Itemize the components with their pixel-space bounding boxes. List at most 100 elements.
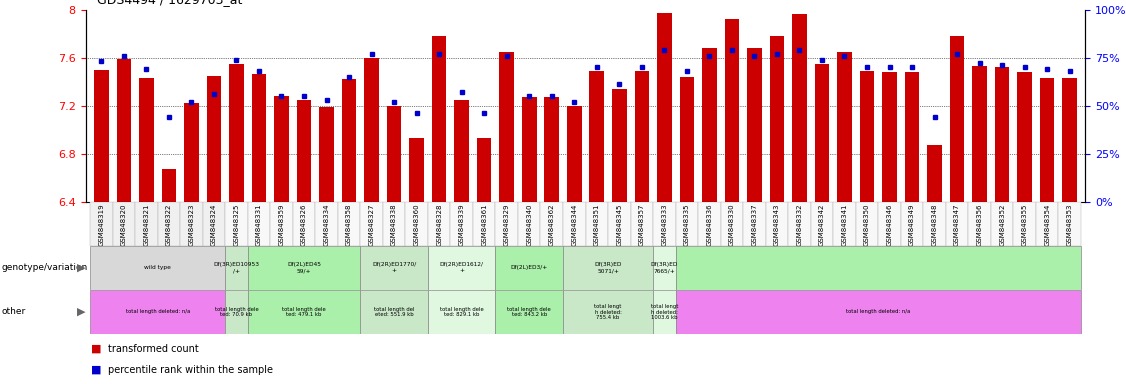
Text: total length deleted: n/a: total length deleted: n/a: [846, 310, 911, 314]
Bar: [721, 202, 743, 246]
Bar: [608, 202, 631, 246]
Bar: [904, 72, 919, 202]
Bar: [428, 246, 495, 290]
Bar: [225, 202, 248, 246]
Bar: [274, 96, 288, 202]
Bar: [540, 202, 563, 246]
Text: GSM848334: GSM848334: [323, 204, 330, 246]
Bar: [811, 202, 833, 246]
Text: Df(2L)ED3/+: Df(2L)ED3/+: [510, 265, 548, 270]
Bar: [138, 78, 153, 202]
Bar: [184, 103, 198, 202]
Bar: [837, 51, 851, 202]
Bar: [946, 202, 968, 246]
Bar: [251, 74, 266, 202]
Bar: [1036, 202, 1058, 246]
Text: GSM848321: GSM848321: [143, 204, 150, 246]
Text: Df(3R)ED
5071/+: Df(3R)ED 5071/+: [595, 262, 622, 273]
Text: Df(3R)ED
7665/+: Df(3R)ED 7665/+: [651, 262, 678, 273]
Bar: [248, 290, 360, 334]
Bar: [476, 138, 491, 202]
Bar: [1058, 202, 1081, 246]
Bar: [360, 202, 383, 246]
Text: Df(2R)ED1612/
+: Df(2R)ED1612/ +: [439, 262, 484, 273]
Bar: [878, 202, 901, 246]
Bar: [405, 202, 428, 246]
Text: GSM848352: GSM848352: [999, 204, 1006, 246]
Bar: [338, 202, 360, 246]
Bar: [158, 202, 180, 246]
Bar: [634, 71, 649, 202]
Bar: [994, 67, 1009, 202]
Bar: [248, 202, 270, 246]
Bar: [409, 138, 423, 202]
Bar: [833, 202, 856, 246]
Bar: [135, 202, 158, 246]
Bar: [341, 79, 356, 202]
Text: GSM848351: GSM848351: [593, 204, 600, 246]
Bar: [968, 202, 991, 246]
Bar: [364, 58, 378, 202]
Text: percentile rank within the sample: percentile rank within the sample: [108, 365, 274, 375]
Bar: [386, 106, 401, 202]
Bar: [743, 202, 766, 246]
Text: GSM848359: GSM848359: [278, 204, 285, 246]
Bar: [93, 70, 108, 202]
Bar: [428, 202, 450, 246]
Bar: [679, 77, 694, 202]
Bar: [473, 202, 495, 246]
Text: transformed count: transformed count: [108, 344, 199, 354]
Text: GSM848323: GSM848323: [188, 204, 195, 246]
Bar: [653, 246, 676, 290]
Bar: [814, 64, 829, 202]
Text: ■: ■: [91, 365, 101, 375]
Text: GSM848332: GSM848332: [796, 204, 803, 246]
Text: GSM848357: GSM848357: [638, 204, 645, 246]
Bar: [676, 246, 1081, 290]
Text: GSM848343: GSM848343: [774, 204, 780, 246]
Text: total length dele
ted: 70.9 kb: total length dele ted: 70.9 kb: [215, 306, 258, 318]
Text: GSM848346: GSM848346: [886, 204, 893, 246]
Bar: [923, 202, 946, 246]
Bar: [113, 202, 135, 246]
Bar: [792, 15, 806, 202]
Text: GSM848338: GSM848338: [391, 204, 397, 247]
Bar: [586, 202, 608, 246]
Text: GSM848361: GSM848361: [481, 204, 488, 247]
Bar: [454, 99, 468, 202]
Bar: [320, 107, 333, 202]
Bar: [495, 290, 563, 334]
Bar: [248, 246, 360, 290]
Bar: [90, 290, 225, 334]
Bar: [315, 202, 338, 246]
Bar: [653, 202, 676, 246]
Bar: [431, 36, 446, 202]
Text: GSM848356: GSM848356: [976, 204, 983, 246]
Text: total length dele
ted: 843.2 kb: total length dele ted: 843.2 kb: [508, 306, 551, 318]
Text: total lengt
h deleted:
755.4 kb: total lengt h deleted: 755.4 kb: [595, 304, 622, 320]
Text: GSM848341: GSM848341: [841, 204, 848, 246]
Text: GSM848330: GSM848330: [729, 204, 735, 247]
Bar: [991, 202, 1013, 246]
Text: GSM848345: GSM848345: [616, 204, 623, 246]
Text: total length deleted: n/a: total length deleted: n/a: [125, 310, 190, 314]
Bar: [518, 202, 540, 246]
Bar: [788, 202, 811, 246]
Text: GSM848322: GSM848322: [166, 204, 172, 246]
Text: GSM848349: GSM848349: [909, 204, 915, 246]
Text: GSM848354: GSM848354: [1044, 204, 1051, 246]
Text: GSM848339: GSM848339: [458, 204, 465, 247]
Bar: [701, 48, 716, 202]
Text: total length del
eted: 551.9 kb: total length del eted: 551.9 kb: [374, 306, 414, 318]
Bar: [296, 99, 311, 202]
Text: GSM848333: GSM848333: [661, 204, 668, 247]
Text: GSM848324: GSM848324: [211, 204, 217, 246]
Bar: [901, 202, 923, 246]
Bar: [747, 48, 761, 202]
Text: GSM848355: GSM848355: [1021, 204, 1028, 246]
Bar: [631, 202, 653, 246]
Text: GSM848319: GSM848319: [98, 204, 105, 247]
Text: genotype/variation: genotype/variation: [1, 263, 88, 272]
Text: GSM848358: GSM848358: [346, 204, 352, 246]
Text: GSM848331: GSM848331: [256, 204, 262, 247]
